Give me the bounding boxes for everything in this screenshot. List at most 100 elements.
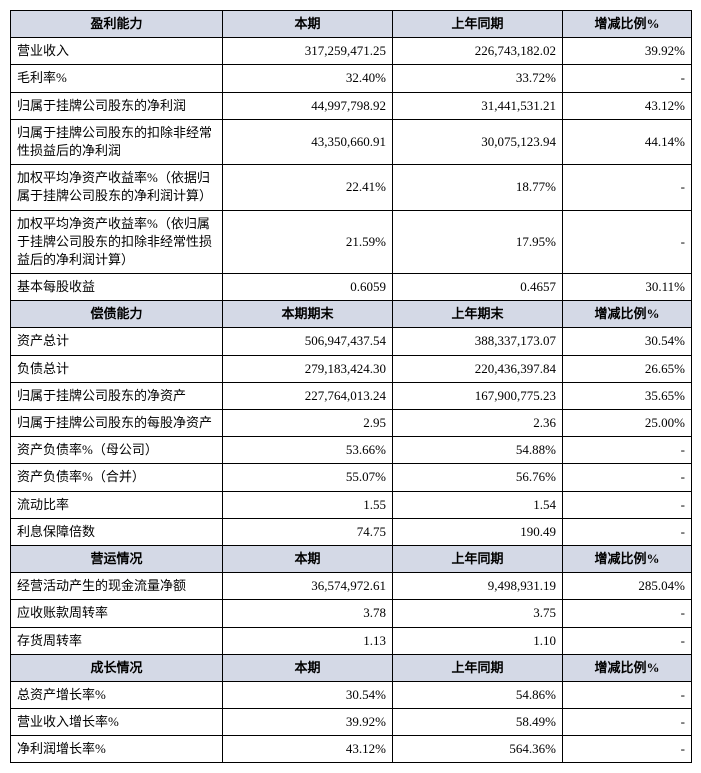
row-value: 9,498,931.19 bbox=[393, 573, 563, 600]
row-value: - bbox=[563, 65, 692, 92]
row-label: 应收账款周转率 bbox=[11, 600, 223, 627]
row-value: - bbox=[563, 464, 692, 491]
header-cell: 增减比例% bbox=[563, 545, 692, 572]
row-value: 43.12% bbox=[563, 92, 692, 119]
row-label: 归属于挂牌公司股东的每股净资产 bbox=[11, 410, 223, 437]
row-value: - bbox=[563, 600, 692, 627]
table-row: 加权平均净资产收益率%（依据归属于挂牌公司股东的净利润计算）22.41%18.7… bbox=[11, 165, 692, 210]
row-label: 基本每股收益 bbox=[11, 274, 223, 301]
row-value: 33.72% bbox=[393, 65, 563, 92]
row-label: 归属于挂牌公司股东的扣除非经常性损益后的净利润 bbox=[11, 119, 223, 164]
row-label: 利息保障倍数 bbox=[11, 518, 223, 545]
row-value: 54.88% bbox=[393, 437, 563, 464]
header-cell: 上年同期 bbox=[393, 11, 563, 38]
table-row: 总资产增长率%30.54%54.86%- bbox=[11, 681, 692, 708]
section-header: 偿债能力本期期末上年期末增减比例% bbox=[11, 301, 692, 328]
row-value: - bbox=[563, 681, 692, 708]
row-label: 营业收入 bbox=[11, 38, 223, 65]
row-value: 0.4657 bbox=[393, 274, 563, 301]
row-value: - bbox=[563, 491, 692, 518]
row-label: 资产负债率%（母公司） bbox=[11, 437, 223, 464]
row-value: 44,997,798.92 bbox=[223, 92, 393, 119]
header-cell: 增减比例% bbox=[563, 11, 692, 38]
row-value: 54.86% bbox=[393, 681, 563, 708]
row-value: 1.10 bbox=[393, 627, 563, 654]
row-label: 毛利率% bbox=[11, 65, 223, 92]
table-row: 资产总计506,947,437.54388,337,173.0730.54% bbox=[11, 328, 692, 355]
row-value: 190.49 bbox=[393, 518, 563, 545]
row-label: 加权平均净资产收益率%（依据归属于挂牌公司股东的净利润计算） bbox=[11, 165, 223, 210]
header-cell: 盈利能力 bbox=[11, 11, 223, 38]
header-cell: 营运情况 bbox=[11, 545, 223, 572]
row-value: 56.76% bbox=[393, 464, 563, 491]
row-value: 0.6059 bbox=[223, 274, 393, 301]
row-label: 营业收入增长率% bbox=[11, 709, 223, 736]
table-row: 归属于挂牌公司股东的每股净资产2.952.3625.00% bbox=[11, 410, 692, 437]
row-value: 44.14% bbox=[563, 119, 692, 164]
table-row: 存货周转率1.131.10- bbox=[11, 627, 692, 654]
table-row: 营业收入增长率%39.92%58.49%- bbox=[11, 709, 692, 736]
section-header: 盈利能力本期上年同期增减比例% bbox=[11, 11, 692, 38]
row-value: - bbox=[563, 709, 692, 736]
table-row: 资产负债率%（合并）55.07%56.76%- bbox=[11, 464, 692, 491]
row-label: 加权平均净资产收益率%（依归属于挂牌公司股东的扣除非经常性损益后的净利润计算） bbox=[11, 210, 223, 274]
row-value: 21.59% bbox=[223, 210, 393, 274]
row-value: 3.78 bbox=[223, 600, 393, 627]
table-row: 流动比率1.551.54- bbox=[11, 491, 692, 518]
header-cell: 本期 bbox=[223, 654, 393, 681]
row-label: 资产负债率%（合并） bbox=[11, 464, 223, 491]
table-row: 毛利率%32.40%33.72%- bbox=[11, 65, 692, 92]
row-value: 1.55 bbox=[223, 491, 393, 518]
row-value: 220,436,397.84 bbox=[393, 355, 563, 382]
table-row: 净利润增长率%43.12%564.36%- bbox=[11, 736, 692, 763]
section-header: 成长情况本期上年同期增减比例% bbox=[11, 654, 692, 681]
table-row: 归属于挂牌公司股东的净资产227,764,013.24167,900,775.2… bbox=[11, 382, 692, 409]
row-value: 30.54% bbox=[563, 328, 692, 355]
table-row: 加权平均净资产收益率%（依归属于挂牌公司股东的扣除非经常性损益后的净利润计算）2… bbox=[11, 210, 692, 274]
row-value: 17.95% bbox=[393, 210, 563, 274]
row-value: 26.65% bbox=[563, 355, 692, 382]
row-value: 74.75 bbox=[223, 518, 393, 545]
row-value: 564.36% bbox=[393, 736, 563, 763]
row-value: 43,350,660.91 bbox=[223, 119, 393, 164]
row-value: 30.11% bbox=[563, 274, 692, 301]
table-row: 资产负债率%（母公司）53.66%54.88%- bbox=[11, 437, 692, 464]
row-value: - bbox=[563, 518, 692, 545]
table-row: 归属于挂牌公司股东的扣除非经常性损益后的净利润43,350,660.9130,0… bbox=[11, 119, 692, 164]
row-value: 58.49% bbox=[393, 709, 563, 736]
row-value: 1.54 bbox=[393, 491, 563, 518]
row-label: 净利润增长率% bbox=[11, 736, 223, 763]
row-value: 18.77% bbox=[393, 165, 563, 210]
header-cell: 上年同期 bbox=[393, 654, 563, 681]
row-value: 25.00% bbox=[563, 410, 692, 437]
header-cell: 上年同期 bbox=[393, 545, 563, 572]
row-value: 35.65% bbox=[563, 382, 692, 409]
row-value: 55.07% bbox=[223, 464, 393, 491]
row-value: - bbox=[563, 437, 692, 464]
row-label: 资产总计 bbox=[11, 328, 223, 355]
header-cell: 本期期末 bbox=[223, 301, 393, 328]
row-value: 30,075,123.94 bbox=[393, 119, 563, 164]
section-header: 营运情况本期上年同期增减比例% bbox=[11, 545, 692, 572]
row-value: 285.04% bbox=[563, 573, 692, 600]
row-value: 39.92% bbox=[563, 38, 692, 65]
row-value: 1.13 bbox=[223, 627, 393, 654]
header-cell: 成长情况 bbox=[11, 654, 223, 681]
header-cell: 上年期末 bbox=[393, 301, 563, 328]
table-row: 利息保障倍数74.75190.49- bbox=[11, 518, 692, 545]
row-value: 53.66% bbox=[223, 437, 393, 464]
row-value: 36,574,972.61 bbox=[223, 573, 393, 600]
row-value: 227,764,013.24 bbox=[223, 382, 393, 409]
header-cell: 增减比例% bbox=[563, 654, 692, 681]
table-row: 基本每股收益0.60590.465730.11% bbox=[11, 274, 692, 301]
header-cell: 增减比例% bbox=[563, 301, 692, 328]
row-value: 32.40% bbox=[223, 65, 393, 92]
row-label: 流动比率 bbox=[11, 491, 223, 518]
header-cell: 本期 bbox=[223, 11, 393, 38]
row-value: 43.12% bbox=[223, 736, 393, 763]
row-value: 506,947,437.54 bbox=[223, 328, 393, 355]
row-value: 279,183,424.30 bbox=[223, 355, 393, 382]
row-label: 存货周转率 bbox=[11, 627, 223, 654]
row-value: 317,259,471.25 bbox=[223, 38, 393, 65]
row-value: - bbox=[563, 736, 692, 763]
